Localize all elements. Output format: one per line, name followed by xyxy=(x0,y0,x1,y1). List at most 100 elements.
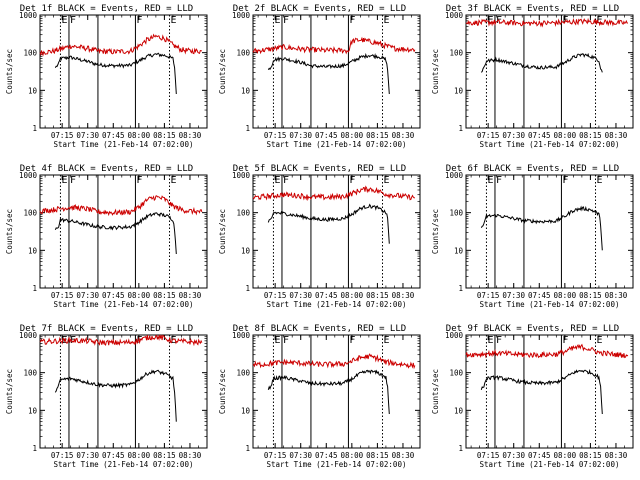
plot-frame xyxy=(252,14,421,129)
y-tick-label: 1000 xyxy=(445,11,464,20)
chart-panel: Det 3f BLACK = Events, RED = LLD 1 10 100 10… xyxy=(431,4,634,149)
x-tick-label: 07:30 xyxy=(76,451,99,460)
x-tick-label: 07:15 xyxy=(264,451,287,460)
event-marker-label: E xyxy=(487,335,493,346)
events-series-line xyxy=(54,212,177,255)
x-tick-label: 07:45 xyxy=(315,291,338,300)
y-tick-label: 100 xyxy=(236,369,250,378)
chart-panel: Det 6f BLACK = Events, RED = LLD 1 10 100 10… xyxy=(431,164,634,309)
x-tick-label: 07:30 xyxy=(76,131,99,140)
x-axis-label: Start Time (21-Feb-14 07:02:00) xyxy=(267,460,407,469)
y-tick-label: 100 xyxy=(449,209,463,218)
lld-series-line xyxy=(465,343,629,359)
y-tick-label: 10 xyxy=(28,86,38,95)
x-tick-label: 08:30 xyxy=(605,131,628,140)
y-tick-label: 1 xyxy=(458,444,463,453)
event-marker-label: F xyxy=(349,175,355,186)
event-marker-label: F xyxy=(496,335,502,346)
y-tick-label: 1000 xyxy=(19,11,38,20)
x-tick-label: 08:00 xyxy=(554,451,577,460)
y-tick-label: 10 xyxy=(241,406,251,415)
x-tick-label: 08:00 xyxy=(554,131,577,140)
lld-series-line xyxy=(39,334,203,347)
event-marker-label: F xyxy=(496,175,502,186)
y-tick-label: 1000 xyxy=(232,11,251,20)
plot-frame xyxy=(252,334,421,449)
chart-title: Det 9f BLACK = Events, RED = LLD xyxy=(446,324,619,334)
x-axis-label: Start Time (21-Feb-14 07:02:00) xyxy=(480,140,620,149)
x-tick-label: 07:15 xyxy=(264,131,287,140)
lld-series-line xyxy=(252,185,415,202)
y-tick-label: 1 xyxy=(245,444,250,453)
y-tick-label: 1 xyxy=(458,284,463,293)
plot-frame xyxy=(39,174,208,289)
x-axis-label: Start Time (21-Feb-14 07:02:00) xyxy=(267,300,407,309)
event-marker-label: E xyxy=(171,335,177,346)
y-axis-label: Counts/sec xyxy=(5,49,14,94)
x-tick-label: 07:30 xyxy=(502,291,525,300)
event-marker-label: E xyxy=(61,15,67,26)
lld-series-line xyxy=(39,33,203,57)
events-series-line xyxy=(267,52,390,95)
x-tick-label: 07:30 xyxy=(289,291,312,300)
event-marker-label: F xyxy=(70,335,76,346)
x-tick-label: 08:30 xyxy=(605,451,628,460)
x-tick-label: 08:00 xyxy=(128,291,151,300)
y-tick-label: 10 xyxy=(241,86,251,95)
event-marker-label: E xyxy=(384,175,390,186)
y-tick-label: 1 xyxy=(458,124,463,133)
y-axis-label: Counts/sec xyxy=(431,49,440,94)
x-tick-label: 07:45 xyxy=(528,451,551,460)
y-tick-label: 100 xyxy=(449,369,463,378)
chart-title: Det 7f BLACK = Events, RED = LLD xyxy=(20,324,193,334)
x-tick-label: 08:00 xyxy=(341,291,364,300)
x-tick-label: 08:00 xyxy=(341,131,364,140)
x-tick-label: 07:45 xyxy=(102,291,125,300)
events-series-line xyxy=(480,368,603,415)
x-axis-label: Start Time (21-Feb-14 07:02:00) xyxy=(480,460,620,469)
event-marker-label: E xyxy=(597,175,603,186)
y-axis-label: Counts/sec xyxy=(218,369,227,414)
x-tick-label: 08:30 xyxy=(605,291,628,300)
x-tick-label: 08:30 xyxy=(179,131,202,140)
y-tick-label: 1 xyxy=(32,124,37,133)
y-tick-label: 1000 xyxy=(232,171,251,180)
x-tick-label: 07:45 xyxy=(528,131,551,140)
event-marker-label: E xyxy=(384,15,390,26)
x-tick-label: 08:00 xyxy=(554,291,577,300)
y-tick-label: 1 xyxy=(32,284,37,293)
event-marker-label: F xyxy=(136,175,142,186)
x-tick-label: 07:30 xyxy=(502,451,525,460)
event-marker-label: F xyxy=(136,15,142,26)
y-tick-label: 10 xyxy=(241,246,251,255)
y-tick-label: 1 xyxy=(245,284,250,293)
x-tick-label: 08:15 xyxy=(579,451,602,460)
x-tick-label: 08:15 xyxy=(366,131,389,140)
x-tick-label: 08:30 xyxy=(392,451,415,460)
x-tick-label: 07:15 xyxy=(51,451,74,460)
chart-panel: Det 7f BLACK = Events, RED = LLD 1 10 100 10… xyxy=(5,324,208,469)
x-tick-label: 08:15 xyxy=(366,451,389,460)
chart-title: Det 6f BLACK = Events, RED = LLD xyxy=(446,164,619,174)
x-tick-label: 07:45 xyxy=(528,291,551,300)
chart-panel: Det 1f BLACK = Events, RED = LLD 1 10 100 10… xyxy=(5,4,208,149)
y-tick-label: 1 xyxy=(32,444,37,453)
chart-panel: Det 4f BLACK = Events, RED = LLD 1 10 100 10… xyxy=(5,164,208,309)
event-marker-label: E xyxy=(171,15,177,26)
x-tick-label: 07:15 xyxy=(264,291,287,300)
x-tick-label: 08:30 xyxy=(392,291,415,300)
x-tick-label: 07:45 xyxy=(315,131,338,140)
x-tick-label: 07:30 xyxy=(502,131,525,140)
lld-series-line xyxy=(252,36,416,55)
y-tick-label: 10 xyxy=(28,246,38,255)
x-axis-label: Start Time (21-Feb-14 07:02:00) xyxy=(54,300,194,309)
x-tick-label: 08:00 xyxy=(341,451,364,460)
event-marker-label: F xyxy=(349,15,355,26)
event-marker-label: E xyxy=(384,335,390,346)
lld-series-line xyxy=(39,195,203,217)
x-tick-label: 07:45 xyxy=(102,451,125,460)
x-tick-label: 08:15 xyxy=(153,131,176,140)
event-marker-label: F xyxy=(70,15,76,26)
y-tick-label: 100 xyxy=(236,209,250,218)
